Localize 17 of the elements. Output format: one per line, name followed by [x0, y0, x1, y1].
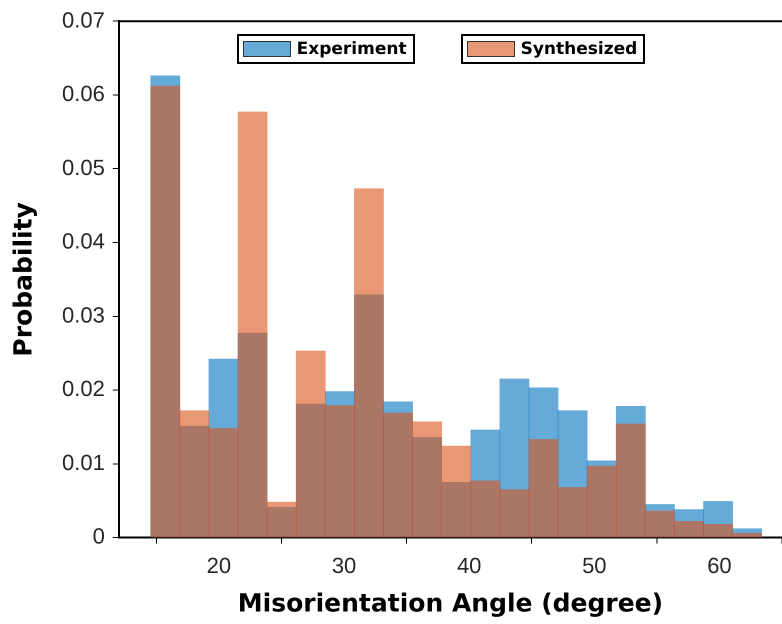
- y-tick-label: 0.02: [62, 376, 105, 402]
- x-tick-label: 20: [206, 552, 232, 578]
- y-tick-label: 0: [92, 524, 105, 549]
- legend-label: Experiment: [296, 39, 407, 59]
- y-tick-label: 0.04: [62, 228, 105, 254]
- y-tick-label: 0.07: [62, 7, 105, 32]
- y-axis-title: Probability: [8, 202, 38, 357]
- x-tick-label: 30: [332, 552, 356, 578]
- x-tick-label: 50: [582, 552, 607, 578]
- y-tick-label: 0.03: [62, 302, 105, 328]
- legend-label: Synthesized: [520, 39, 638, 59]
- x-axis-title: Misorientation Angle (degree): [238, 588, 664, 618]
- y-tick-label: 0.06: [62, 81, 105, 106]
- y-tick-label: 0.01: [62, 450, 105, 475]
- x-tick-label: 60: [707, 552, 732, 578]
- y-tick-label: 0.05: [62, 154, 105, 180]
- x-tick-label: 40: [456, 552, 482, 578]
